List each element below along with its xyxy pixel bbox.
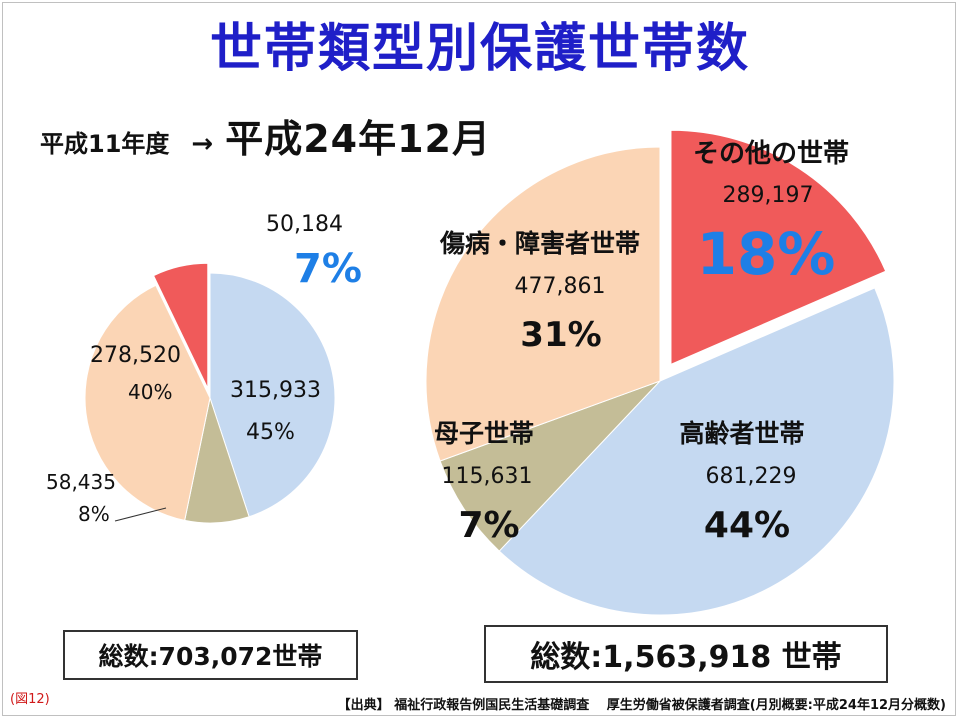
figure-number: (図12) <box>10 692 50 707</box>
pie-slice-other-h24 <box>670 129 887 366</box>
pie-slice-disabled-h11 <box>84 284 211 521</box>
other-value-h11: 50,184 <box>266 212 343 237</box>
disabled-pct-h24: 31% <box>520 315 602 355</box>
other-pct-h11: 7% <box>294 246 362 292</box>
disabled-pct-h11: 40% <box>128 380 173 404</box>
elderly-value-h11: 315,933 <box>230 378 321 403</box>
other-value-h24: 289,197 <box>722 183 814 208</box>
pie-slice-elderly-h11 <box>209 272 336 518</box>
pie-slice-single_mother-h24 <box>439 380 661 552</box>
single-mother-value-h24: 115,631 <box>441 464 533 489</box>
disabled-value-h11: 278,520 <box>90 343 181 368</box>
single-mother-pct-h24: 7% <box>458 505 520 546</box>
pie-slice-elderly-h24 <box>498 287 895 616</box>
pie-slice-disabled-h24 <box>425 146 661 462</box>
total-box-h24: 総数:1,563,918 世帯 <box>484 625 888 683</box>
page-title: 世帯類型別保護世帯数 <box>209 19 750 79</box>
arrow-icon: → <box>191 129 214 159</box>
elderly-pct-h11: 45% <box>246 420 295 445</box>
pie-chart-h11 <box>84 262 336 524</box>
disabled-value-h24: 477,861 <box>514 274 606 299</box>
single-mother-leader-line-h11 <box>114 507 167 522</box>
elderly-value-h24: 681,229 <box>705 464 797 489</box>
other-name-h24: その他の世帯 <box>692 139 850 169</box>
single-mother-name-h24: 母子世帯 <box>433 419 535 448</box>
single-mother-pct-h11: 8% <box>78 502 110 526</box>
other-pct-h24: 18% <box>696 220 836 288</box>
elderly-name-h24: 高齢者世帯 <box>679 419 805 448</box>
period-to: 平成24年12月 <box>225 117 491 161</box>
elderly-pct-h24: 44% <box>703 505 791 546</box>
period-comparison: 平成11年度 → 平成24年12月 <box>40 108 491 163</box>
pie-chart-h24 <box>425 129 895 616</box>
single-mother-value-h11: 58,435 <box>46 470 116 494</box>
total-box-h11: 総数:703,072世帯 <box>63 630 358 680</box>
disabled-name-h24: 傷病・障害者世帯 <box>439 229 641 258</box>
source-note: 【出典】 福祉行政報告例国民生活基礎調査 厚生労働省被保護者調査(月別概要:平成… <box>337 698 946 713</box>
pie-slice-other-h11 <box>152 262 209 389</box>
period-from: 平成11年度 <box>40 130 170 158</box>
